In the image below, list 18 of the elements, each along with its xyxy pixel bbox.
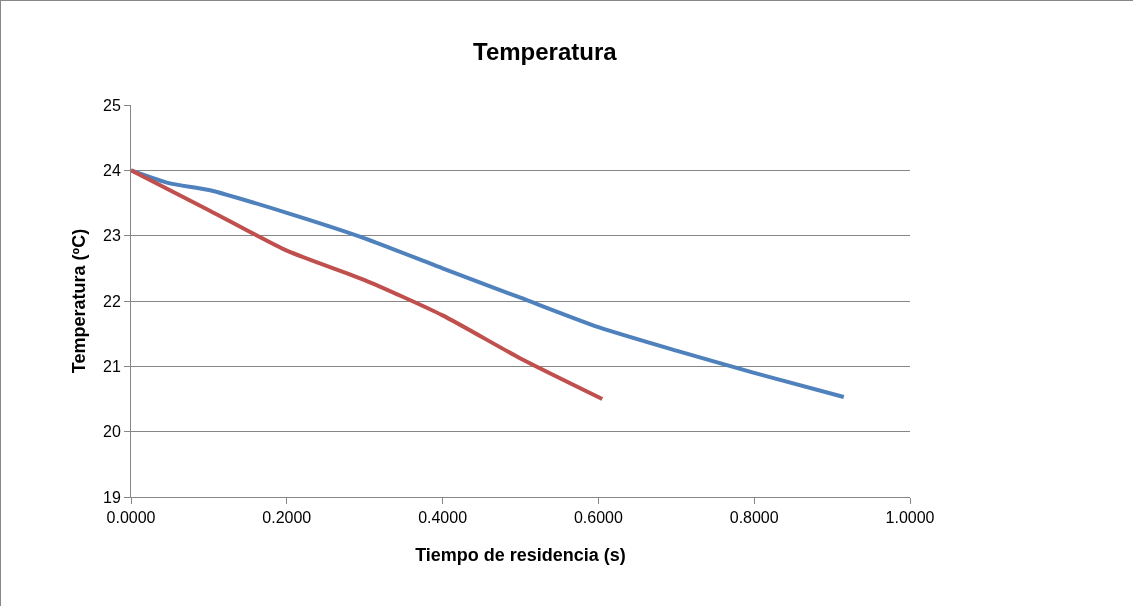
x-tick-label: 0.4000 (418, 509, 468, 527)
x-tick-label: 0.2000 (262, 509, 312, 527)
y-tick-label: 19 (103, 488, 121, 506)
x-tick-label: 1.0000 (885, 509, 935, 527)
x-tick-label: 0.8000 (729, 509, 779, 527)
line-series (131, 168, 605, 401)
y-axis-title: Temperatura (ºC) (69, 228, 89, 374)
y-tick-label: 20 (103, 423, 121, 441)
y-tick-label: 24 (103, 161, 121, 179)
line-series (131, 168, 846, 400)
x-tick-label: 0.0000 (106, 509, 156, 527)
x-tick-label: 0.6000 (573, 509, 623, 527)
x-axis-title: Tiempo de residencia (s) (415, 545, 626, 565)
y-tick-label: 21 (103, 357, 121, 375)
y-tick-label: 25 (103, 96, 121, 114)
chart-title: Temperatura (473, 38, 618, 66)
y-tick-label: 23 (103, 227, 121, 245)
y-tick-label: 22 (103, 292, 121, 310)
